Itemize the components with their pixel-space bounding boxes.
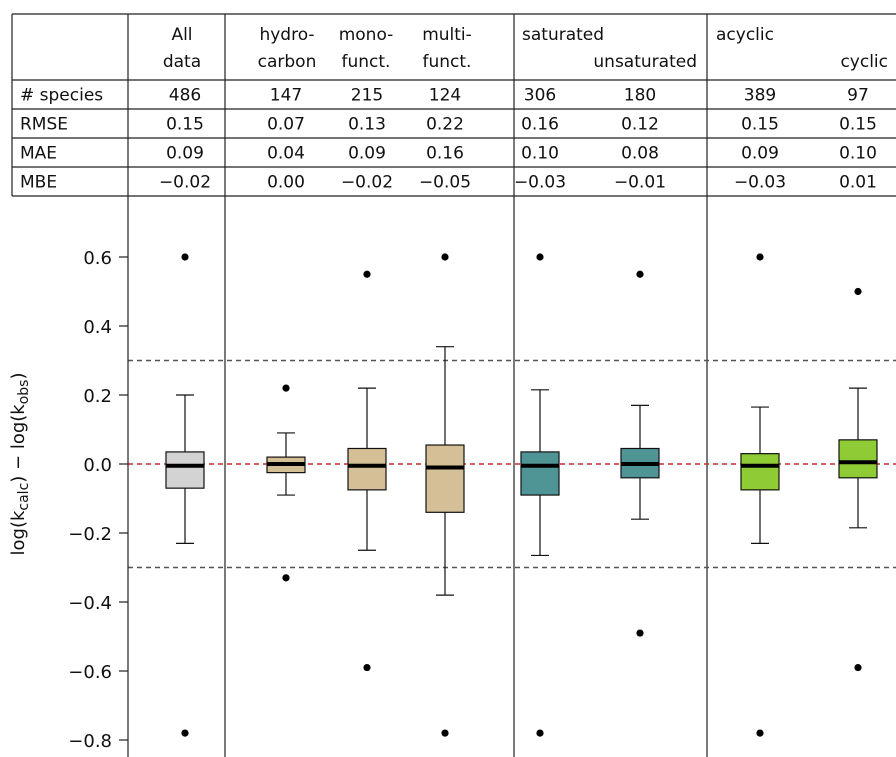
table-cell: 0.13 xyxy=(348,115,386,135)
table-cell: 215 xyxy=(351,86,383,106)
y-tick-label: −0.4 xyxy=(68,593,112,614)
y-tick-label: −0.8 xyxy=(68,731,112,752)
table-cell: 306 xyxy=(524,86,556,106)
reference-lines xyxy=(128,196,896,757)
header-label: carbon xyxy=(258,52,317,72)
table-cell: 147 xyxy=(270,86,302,106)
outlier-point xyxy=(636,270,644,278)
outlier-point xyxy=(636,629,644,637)
box-body xyxy=(347,447,387,491)
outlier-point xyxy=(536,253,544,261)
header-label: funct. xyxy=(342,52,391,72)
table-cell: −0.02 xyxy=(159,173,211,193)
outlier-point xyxy=(363,663,371,672)
outlier-point xyxy=(282,384,290,392)
table-cell: 486 xyxy=(169,86,201,106)
table-cell: 0.00 xyxy=(267,173,305,193)
y-axis-label: log(kcalc) − log(kobs) xyxy=(8,373,32,556)
header-label: multi- xyxy=(422,25,472,45)
plot-area: 0.6 0.4 0.2 0.0 −0.2 −0.4 −0.6 −0.8 log(kcalc) −… xyxy=(8,196,896,757)
table-cell: 0.22 xyxy=(426,115,464,135)
row-label: # species xyxy=(20,86,103,106)
outlier-point xyxy=(181,253,189,261)
table-cell: 389 xyxy=(744,86,776,106)
table-cell: 0.10 xyxy=(839,144,877,164)
table-cell: 97 xyxy=(847,86,869,106)
header-label: saturated xyxy=(522,25,604,45)
y-tick-label: 0.2 xyxy=(83,386,112,407)
table-cell: 0.15 xyxy=(741,115,779,135)
header-label: acyclic xyxy=(716,25,774,45)
outlier-point xyxy=(854,663,862,672)
table-cell: 124 xyxy=(429,86,461,106)
box-body xyxy=(838,439,878,479)
table-cell: 0.09 xyxy=(741,144,779,164)
outlier-point xyxy=(181,729,189,737)
box-body xyxy=(165,451,205,489)
table-cell: 0.01 xyxy=(839,173,877,193)
outlier-point xyxy=(282,574,290,582)
row-label: MBE xyxy=(20,173,57,193)
table-cell: 0.10 xyxy=(521,144,559,164)
box-body xyxy=(425,444,465,513)
box-series xyxy=(165,253,878,737)
table-cell: 180 xyxy=(624,86,656,106)
header-label: mono- xyxy=(339,25,394,45)
table-cell: 0.16 xyxy=(426,144,464,164)
outlier-point xyxy=(854,287,862,296)
header-label: cyclic xyxy=(840,52,888,72)
y-tick-label: 0.4 xyxy=(83,317,112,338)
table-cell: 0.16 xyxy=(521,115,559,135)
y-tick-label: 0.0 xyxy=(83,455,112,476)
y-tick-label: −0.6 xyxy=(68,662,112,683)
y-axis: 0.6 0.4 0.2 0.0 −0.2 −0.4 −0.6 −0.8 log(kcalc) −… xyxy=(8,196,129,757)
table-cell: 0.12 xyxy=(621,115,659,135)
header-label: data xyxy=(163,52,201,72)
outlier-point xyxy=(756,253,764,261)
table-cell: 0.08 xyxy=(621,144,659,164)
table-cell: 0.04 xyxy=(267,144,305,164)
outlier-point xyxy=(441,729,449,737)
table-cell: −0.05 xyxy=(419,173,471,193)
y-tick-label: −0.2 xyxy=(68,524,112,545)
header-label: funct. xyxy=(423,52,472,72)
row-label: RMSE xyxy=(20,115,68,135)
table-cell: 0.09 xyxy=(166,144,204,164)
box-body xyxy=(740,453,780,491)
header-label: unsaturated xyxy=(593,52,697,72)
outlier-point xyxy=(756,729,764,737)
table-cell: −0.02 xyxy=(341,173,393,193)
table-cell: 0.15 xyxy=(166,115,204,135)
header-label: All xyxy=(171,25,192,45)
table-cell: 0.07 xyxy=(267,115,305,135)
box-body xyxy=(520,451,560,496)
outlier-point xyxy=(441,253,449,261)
row-label: MAE xyxy=(20,144,57,164)
table-cell: −0.03 xyxy=(734,173,786,193)
header-label: hydro- xyxy=(259,25,314,45)
table-cell: 0.15 xyxy=(839,115,877,135)
table-cell: −0.01 xyxy=(614,173,666,193)
outlier-point xyxy=(536,729,544,737)
outlier-point xyxy=(363,270,371,278)
stats-table: All data hydro-carbon mono-funct. multi-func… xyxy=(11,13,896,197)
y-tick-label: 0.6 xyxy=(83,248,112,269)
table-cell: 0.09 xyxy=(348,144,386,164)
table-cell: −0.03 xyxy=(514,173,566,193)
